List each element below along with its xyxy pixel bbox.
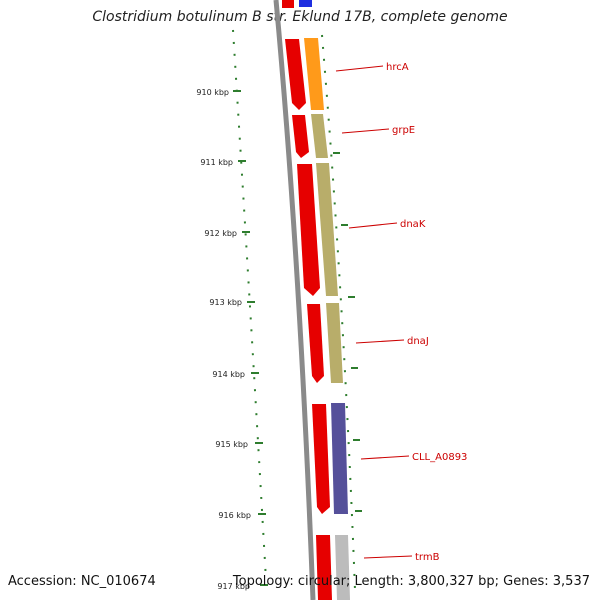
top-partial-features [282,0,312,8]
kbp-label: 917 kbp [217,582,250,591]
cds-arrow [307,304,324,383]
kbp-label: 910 kbp [196,88,229,97]
gene-label: dnaK [400,219,426,230]
gene-box-hrcA [304,38,324,110]
backbone-circle-arc [273,0,316,600]
gene-boxes [304,38,350,600]
gene-label: dnaJ [407,336,429,347]
gene-box-dnaJ [326,303,343,383]
gene-label-leaders [335,65,413,559]
summary-text: Topology: circular; Length: 3,800,327 bp… [232,574,590,589]
leader-grpE [341,128,390,134]
gene-label: hrcA [386,62,409,73]
gene-box-dnaK [316,163,338,296]
kbp-ticks [233,90,362,586]
top-blue-feature [299,0,312,7]
gene-label: trmB [415,552,440,563]
gene-box-CLL_A0893 [331,403,348,514]
kbp-label: 913 kbp [209,298,242,307]
accession-text: Accession: NC_010674 [8,574,156,589]
gene-label: CLL_A0893 [412,452,467,463]
kbp-label: 914 kbp [212,370,245,379]
kbp-label: 916 kbp [218,511,251,520]
leader-dnaK [348,222,398,229]
cds-arrow [297,164,320,296]
gene-box-trmB [335,535,350,600]
leader-dnaJ [355,339,405,344]
kbp-label: 911 kbp [200,158,233,167]
cds-arrow [292,115,309,158]
map-title: Clostridium botulinum B str. Eklund 17B,… [92,9,508,25]
cds-strand-arrows [285,39,332,600]
gene-box-grpE [311,114,328,158]
cds-arrow [312,404,330,514]
leader-CLL_A0893 [360,455,410,460]
cds-arrow [316,535,332,600]
gene-label: grpE [392,125,415,136]
gene-labels: hrcA grpE dnaK dnaJ CLL_A0893 trmB [386,62,467,563]
kbp-label: 912 kbp [204,229,237,238]
leader-trmB [363,555,413,559]
kbp-label: 915 kbp [215,440,248,449]
kbp-labels: 910 kbp 911 kbp 912 kbp 913 kbp 914 kbp … [196,88,251,591]
cds-arrow [285,39,306,110]
leader-hrcA [335,65,384,72]
top-red-feature [282,0,294,8]
